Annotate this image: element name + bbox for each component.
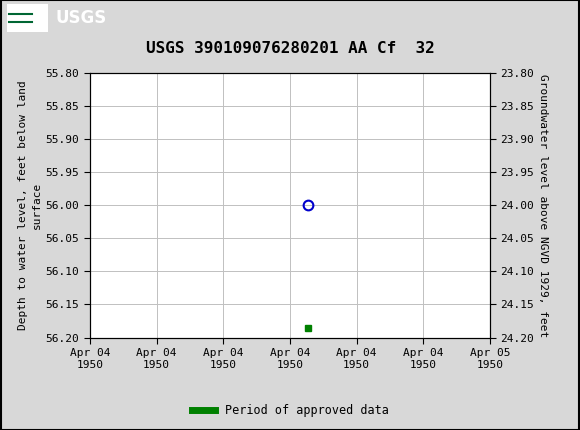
Bar (7, 4, 48, 32)
Text: USGS 390109076280201 AA Cf  32: USGS 390109076280201 AA Cf 32 (146, 41, 434, 56)
Legend: Period of approved data: Period of approved data (187, 399, 393, 422)
Text: USGS: USGS (55, 9, 106, 27)
Y-axis label: Groundwater level above NGVD 1929, feet: Groundwater level above NGVD 1929, feet (538, 74, 549, 337)
Y-axis label: Depth to water level, feet below land
surface: Depth to water level, feet below land su… (17, 80, 42, 330)
